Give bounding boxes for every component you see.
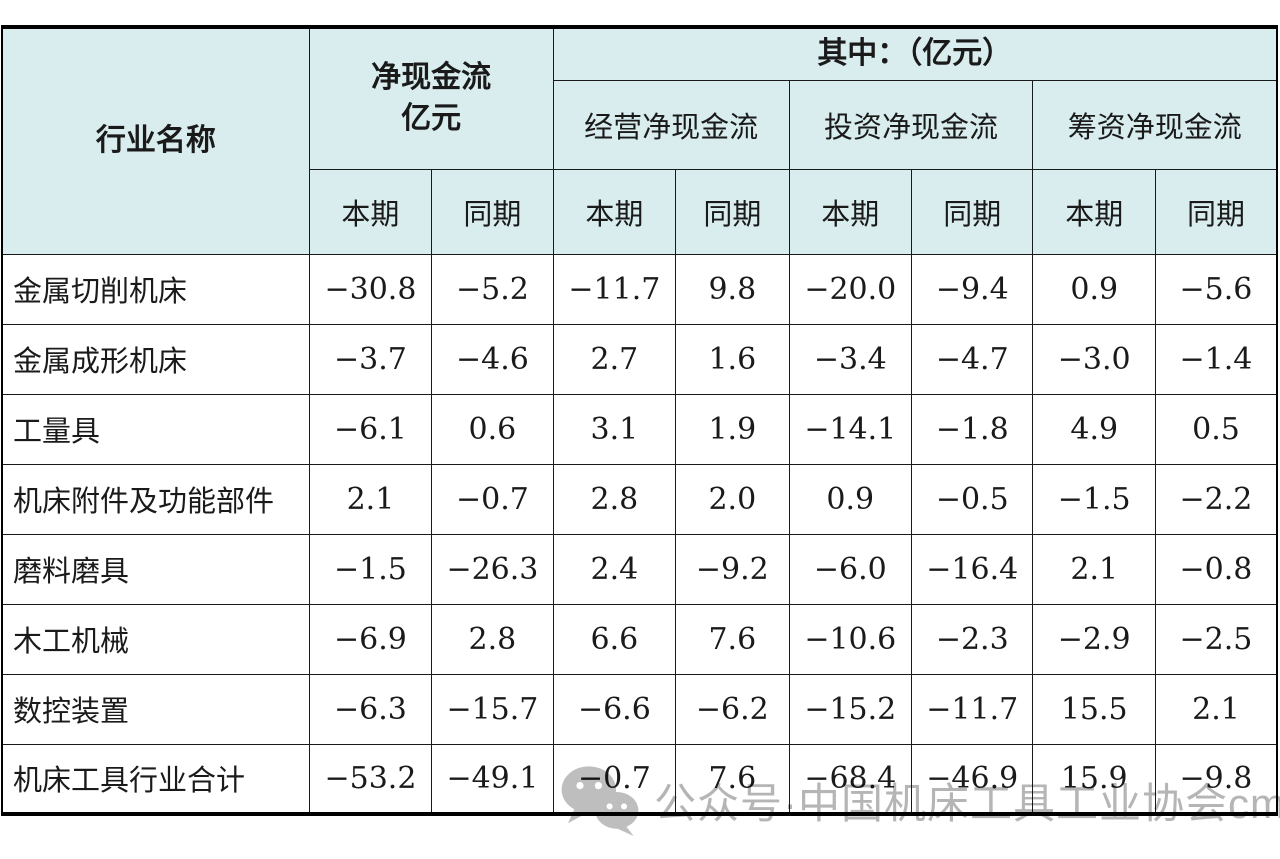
table-row: 磨料磨具 −1.5 −26.3 2.4 −9.2 −6.0 −16.4 2.1 … xyxy=(1,533,1278,605)
cell-value: −1.5 xyxy=(308,533,433,605)
cell-value: −3.7 xyxy=(308,323,433,395)
row-label: 数控装置 xyxy=(1,673,310,745)
table-row-total: 机床工具行业合计 −53.2 −49.1 −0.7 7.6 −68.4 −46.… xyxy=(1,743,1278,815)
cell-value: 4.9 xyxy=(1032,393,1156,465)
cell-value: −10.6 xyxy=(788,603,913,675)
cell-value: 2.1 xyxy=(308,463,433,535)
cell-value: 2.7 xyxy=(552,323,677,395)
cell-value: −49.1 xyxy=(431,743,554,815)
table-row: 木工机械 −6.9 2.8 6.6 7.6 −10.6 −2.3 −2.9 −2… xyxy=(1,603,1278,675)
cell-value: −11.7 xyxy=(552,253,677,325)
cell-value: −1.4 xyxy=(1154,323,1278,395)
table-row: 数控装置 −6.3 −15.7 −6.6 −6.2 −15.2 −11.7 15… xyxy=(1,673,1278,745)
cell-value: −5.2 xyxy=(431,253,554,325)
cell-value: 3.1 xyxy=(552,393,677,465)
cell-value: 2.8 xyxy=(431,603,554,675)
cell-value: −11.7 xyxy=(911,673,1034,745)
cell-value: 9.8 xyxy=(675,253,790,325)
cell-value: −26.3 xyxy=(431,533,554,605)
cell-value: −6.3 xyxy=(308,673,433,745)
cell-value: −6.9 xyxy=(308,603,433,675)
cell-value: −2.5 xyxy=(1154,603,1278,675)
cell-value: −2.9 xyxy=(1032,603,1156,675)
cell-value: 7.6 xyxy=(675,603,790,675)
cell-value: −6.0 xyxy=(788,533,913,605)
col-header-net-cash-flow: 净现金流 亿元 xyxy=(308,26,554,170)
cell-value: −0.8 xyxy=(1154,533,1278,605)
cell-value: 15.5 xyxy=(1032,673,1156,745)
row-label: 工量具 xyxy=(1,393,310,465)
cell-value: −20.0 xyxy=(788,253,913,325)
cell-value: −4.6 xyxy=(431,323,554,395)
cell-value: 1.9 xyxy=(675,393,790,465)
cell-value: 2.8 xyxy=(552,463,677,535)
row-label: 金属切削机床 xyxy=(1,253,310,325)
cell-value: 15.9 xyxy=(1032,743,1156,815)
cell-value: −0.7 xyxy=(431,463,554,535)
cell-value: −0.5 xyxy=(911,463,1034,535)
cell-value: 0.5 xyxy=(1154,393,1278,465)
cell-value: 2.1 xyxy=(1032,533,1156,605)
col-header-prior-period: 同期 xyxy=(431,168,554,255)
col-header-current-period: 本期 xyxy=(552,168,677,255)
cell-value: −3.0 xyxy=(1032,323,1156,395)
cell-value: −9.2 xyxy=(675,533,790,605)
cell-value: 0.6 xyxy=(431,393,554,465)
cell-value: −6.2 xyxy=(675,673,790,745)
cell-value: −2.2 xyxy=(1154,463,1278,535)
cell-value: −15.2 xyxy=(788,673,913,745)
cell-value: −15.7 xyxy=(431,673,554,745)
col-header-prior-period: 同期 xyxy=(1154,168,1278,255)
cell-value: 1.6 xyxy=(675,323,790,395)
cell-value: −4.7 xyxy=(911,323,1034,395)
cell-value: −3.4 xyxy=(788,323,913,395)
cell-value: 0.9 xyxy=(1032,253,1156,325)
net-cash-flow-line1: 净现金流 xyxy=(371,61,492,95)
col-header-prior-period: 同期 xyxy=(675,168,790,255)
table-row: 工量具 −6.1 0.6 3.1 1.9 −14.1 −1.8 4.9 0.5 xyxy=(1,393,1278,465)
table-row: 金属切削机床 −30.8 −5.2 −11.7 9.8 −20.0 −9.4 0… xyxy=(1,253,1278,325)
col-header-current-period: 本期 xyxy=(308,168,433,255)
cell-value: 6.6 xyxy=(552,603,677,675)
col-header-among-which: 其中：（亿元） xyxy=(552,26,1278,81)
row-label: 磨料磨具 xyxy=(1,533,310,605)
col-header-current-period: 本期 xyxy=(1032,168,1156,255)
table-row: 金属成形机床 −3.7 −4.6 2.7 1.6 −3.4 −4.7 −3.0 … xyxy=(1,323,1278,395)
col-header-operating: 经营净现金流 xyxy=(552,79,790,170)
cell-value: 2.0 xyxy=(675,463,790,535)
cell-value: −5.6 xyxy=(1154,253,1278,325)
col-header-current-period: 本期 xyxy=(788,168,913,255)
cell-value: −0.7 xyxy=(552,743,677,815)
cell-value: −16.4 xyxy=(911,533,1034,605)
row-label: 机床工具行业合计 xyxy=(1,743,310,815)
cell-value: −1.5 xyxy=(1032,463,1156,535)
cell-value: −68.4 xyxy=(788,743,913,815)
cell-value: −46.9 xyxy=(911,743,1034,815)
row-label: 金属成形机床 xyxy=(1,323,310,395)
cell-value: −2.3 xyxy=(911,603,1034,675)
cell-value: 2.4 xyxy=(552,533,677,605)
cell-value: −53.2 xyxy=(308,743,433,815)
net-cash-flow-line2: 亿元 xyxy=(401,101,462,135)
cell-value: −6.1 xyxy=(308,393,433,465)
cell-value: 0.9 xyxy=(788,463,913,535)
cash-flow-table: 行业名称 净现金流 亿元 其中：（亿元） 经营净现金流 投资净现金流 筹资净现金… xyxy=(1,25,1278,816)
cell-value: −30.8 xyxy=(308,253,433,325)
cell-value: −1.8 xyxy=(911,393,1034,465)
cell-value: 7.6 xyxy=(675,743,790,815)
cell-value: 2.1 xyxy=(1154,673,1278,745)
col-header-prior-period: 同期 xyxy=(911,168,1034,255)
row-label: 木工机械 xyxy=(1,603,310,675)
col-header-investing: 投资净现金流 xyxy=(788,79,1034,170)
row-label: 机床附件及功能部件 xyxy=(1,463,310,535)
cell-value: −9.8 xyxy=(1154,743,1278,815)
cell-value: −6.6 xyxy=(552,673,677,745)
table-row: 机床附件及功能部件 2.1 −0.7 2.8 2.0 0.9 −0.5 −1.5… xyxy=(1,463,1278,535)
cell-value: −14.1 xyxy=(788,393,913,465)
cell-value: −9.4 xyxy=(911,253,1034,325)
col-header-industry: 行业名称 xyxy=(1,26,310,255)
col-header-financing: 筹资净现金流 xyxy=(1032,79,1278,170)
